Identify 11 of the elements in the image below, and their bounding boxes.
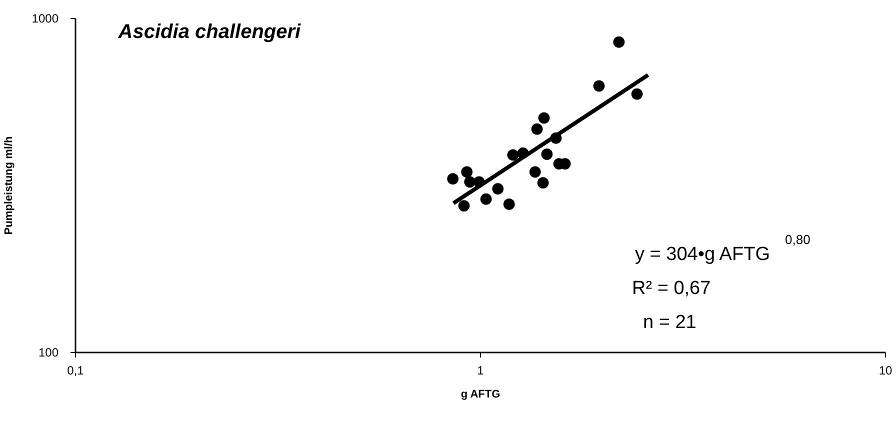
annotation: n = 21 bbox=[643, 312, 696, 333]
x-tick-label: 1 bbox=[477, 364, 484, 378]
x-axis-title: g AFTG bbox=[460, 388, 500, 400]
y-tick-label: 100 bbox=[38, 346, 59, 360]
y-axis-title: Pumpleistung ml/h bbox=[2, 136, 15, 235]
annotation: y = 304•g AFTG0,80 bbox=[635, 232, 810, 265]
x-tick-label: 10 bbox=[878, 364, 892, 378]
annotation: R² = 0,67 bbox=[632, 278, 711, 299]
x-tick-label: 0,1 bbox=[67, 364, 84, 378]
chart-title: Ascidia challengeri bbox=[117, 21, 302, 43]
y-tick-label: 1000 bbox=[32, 12, 59, 26]
